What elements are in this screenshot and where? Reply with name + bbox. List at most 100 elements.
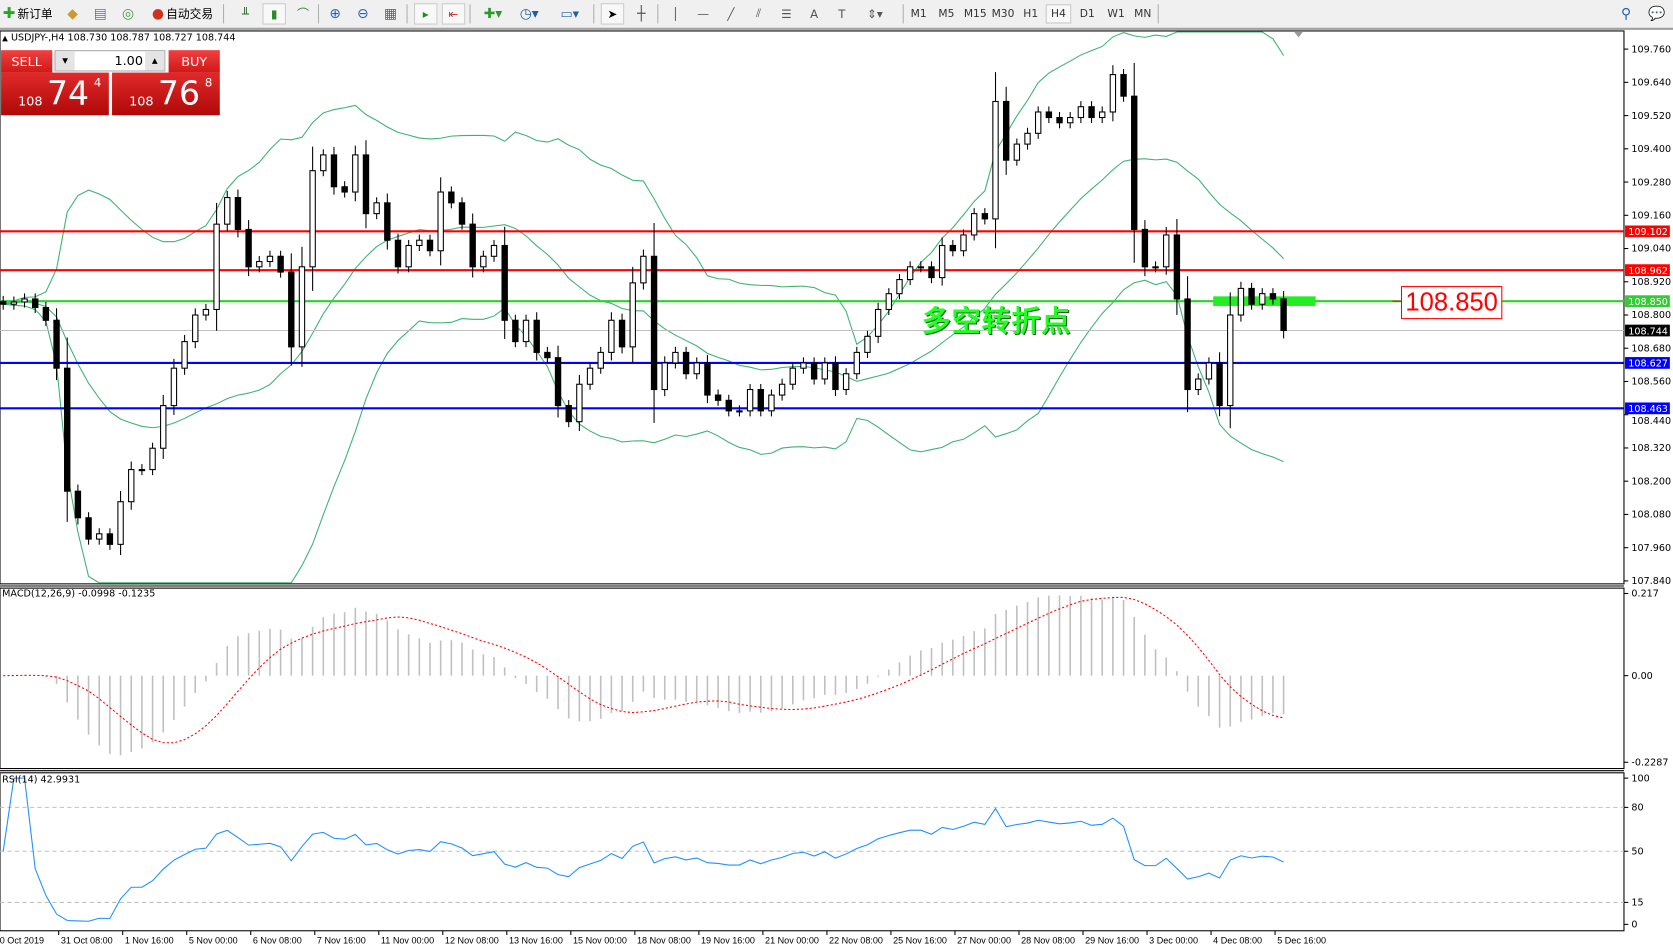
candle-body — [320, 154, 327, 172]
trendline-button[interactable]: ╱ — [720, 3, 741, 24]
candle-body — [533, 319, 540, 353]
auto-scroll-button[interactable]: ▸ — [413, 3, 438, 25]
new-order-icon: ✚ — [2, 5, 16, 23]
new-order-button[interactable]: ✚ 新订单 — [0, 3, 55, 24]
candle-body — [789, 367, 796, 385]
tile-windows-button[interactable]: ▦ — [380, 3, 401, 24]
candle-body — [885, 293, 893, 311]
candle-body — [960, 234, 967, 252]
pivot-annotation-text[interactable]: 多空转折点 — [921, 305, 1072, 339]
timeframe-m5[interactable]: M5 — [938, 8, 955, 20]
arrows-button[interactable]: ⇕▾ — [859, 3, 891, 24]
zoom-out-button[interactable]: ⊖ — [352, 3, 373, 24]
level-price-badge — [1625, 264, 1670, 277]
pivot-price-label[interactable]: 108.850 — [1400, 286, 1503, 320]
candle-body — [501, 244, 508, 321]
crosshair-icon: ┼ — [637, 5, 646, 22]
timeframe-w1[interactable]: W1 — [1107, 8, 1125, 20]
indicators-button[interactable]: ✚▾ — [478, 3, 508, 24]
timeframe-m30[interactable]: M30 — [991, 8, 1015, 20]
chat-button[interactable]: 💬 — [1645, 3, 1668, 24]
timeframe-mn[interactable]: MN — [1134, 8, 1152, 20]
candle-body — [629, 282, 636, 348]
price-tick-label: 109.040 — [1631, 244, 1671, 255]
market-watch-button[interactable]: ◆ — [62, 3, 83, 24]
candle-body — [1227, 314, 1234, 407]
candle-body — [650, 255, 658, 391]
candle-body — [426, 239, 434, 252]
vertical-line-button[interactable]: │ — [665, 3, 686, 24]
timeframe-d1[interactable]: D1 — [1079, 8, 1095, 20]
candle-body — [810, 362, 818, 380]
cursor-button[interactable]: ➤ — [600, 3, 625, 25]
buy-price-button[interactable]: 108 76 8 — [112, 72, 220, 116]
bar-chart-button[interactable]: ╨ — [235, 3, 256, 24]
time-tick-label: 12 Nov 08:00 — [445, 936, 499, 946]
candle-body — [53, 319, 60, 369]
time-tick-label: 21 Nov 00:00 — [765, 936, 819, 946]
horizontal-line-button[interactable]: — — [692, 3, 713, 24]
periods-button[interactable]: ◷▾ — [514, 3, 544, 24]
candle-body — [640, 255, 647, 284]
time-tick-label: 3 Dec 00:00 — [1149, 936, 1198, 946]
timeframe-m15[interactable]: M15 — [963, 8, 987, 20]
time-tick-label: 4 Dec 08:00 — [1213, 936, 1262, 946]
tile-windows-icon: ▦ — [383, 5, 398, 22]
auto-trading-button[interactable]: ● 自动交易 — [145, 3, 220, 24]
candle-body — [565, 405, 572, 423]
candle-body — [213, 223, 220, 311]
candle-body — [800, 362, 807, 369]
signals-button[interactable]: ◎ — [117, 3, 138, 24]
candle-body — [64, 367, 71, 492]
candle-body — [992, 100, 999, 220]
candle-body — [682, 351, 690, 375]
candle-body — [608, 319, 615, 353]
candle-body — [1248, 287, 1255, 305]
lot-increase-button[interactable]: ▲ — [145, 51, 165, 71]
candle-body — [597, 351, 604, 369]
time-tick-label: 6 Nov 08:00 — [253, 936, 302, 946]
templates-button[interactable]: ▭▾ — [553, 3, 587, 24]
time-tick-label: 27 Nov 00:00 — [957, 936, 1011, 946]
fibonacci-button[interactable]: ☰ — [776, 3, 797, 24]
data-window-button[interactable]: ▤ — [90, 3, 111, 24]
sell-price-button[interactable]: 108 74 4 — [1, 72, 109, 116]
timeframe-m1[interactable]: M1 — [910, 8, 927, 20]
chart-shift-button[interactable]: ⇤ — [441, 3, 466, 25]
price-tick-label: 107.960 — [1631, 543, 1671, 554]
timeframe-h4[interactable]: H4 — [1045, 4, 1072, 24]
buy-big-figure: 108 — [129, 93, 154, 109]
signals-icon: ◎ — [121, 5, 135, 22]
macd-label: MACD(12,26,9) -0.0998 -0.1235 — [2, 589, 156, 600]
timeframe-h1[interactable]: H1 — [1023, 8, 1039, 20]
lot-input[interactable] — [76, 52, 143, 70]
buy-button[interactable]: BUY — [168, 50, 220, 73]
time-tick-label: 30 Oct 2019 — [0, 936, 44, 946]
candle-body — [138, 469, 146, 472]
lot-size-field: ▼ ▲ — [54, 50, 166, 72]
equidistant-channel-button[interactable]: ⫽ — [748, 3, 769, 24]
text-label-button[interactable]: T — [831, 3, 852, 24]
sell-button[interactable]: SELL — [1, 50, 53, 73]
candlestick-button[interactable]: ▮ — [262, 3, 286, 25]
symbol-ohlc: USDJPY-,H4 108.730 108.787 108.727 108.7… — [10, 33, 236, 44]
candle-body — [1131, 95, 1138, 230]
zoom-in-button[interactable]: ⊕ — [324, 3, 345, 24]
collapse-triangle-icon[interactable]: ▲ — [2, 34, 8, 43]
bollinger-middle — [3, 158, 1284, 429]
crosshair-button[interactable]: ┼ — [631, 3, 652, 24]
price-tick-label: 108.560 — [1631, 377, 1671, 388]
line-chart-button[interactable]: ⌒ — [292, 3, 313, 24]
candle-body — [1184, 298, 1191, 391]
chevron-down-icon: ▼ — [62, 56, 68, 66]
candle-body — [1280, 298, 1287, 332]
candle-body — [117, 501, 124, 545]
price-tick-label: 108.920 — [1631, 277, 1671, 288]
lot-decrease-button[interactable]: ▼ — [55, 51, 75, 71]
text-button[interactable]: A — [803, 3, 824, 24]
bar-chart-icon: ╨ — [241, 6, 249, 21]
candle-body — [85, 517, 92, 540]
search-button[interactable]: ⚲ — [1615, 3, 1636, 24]
